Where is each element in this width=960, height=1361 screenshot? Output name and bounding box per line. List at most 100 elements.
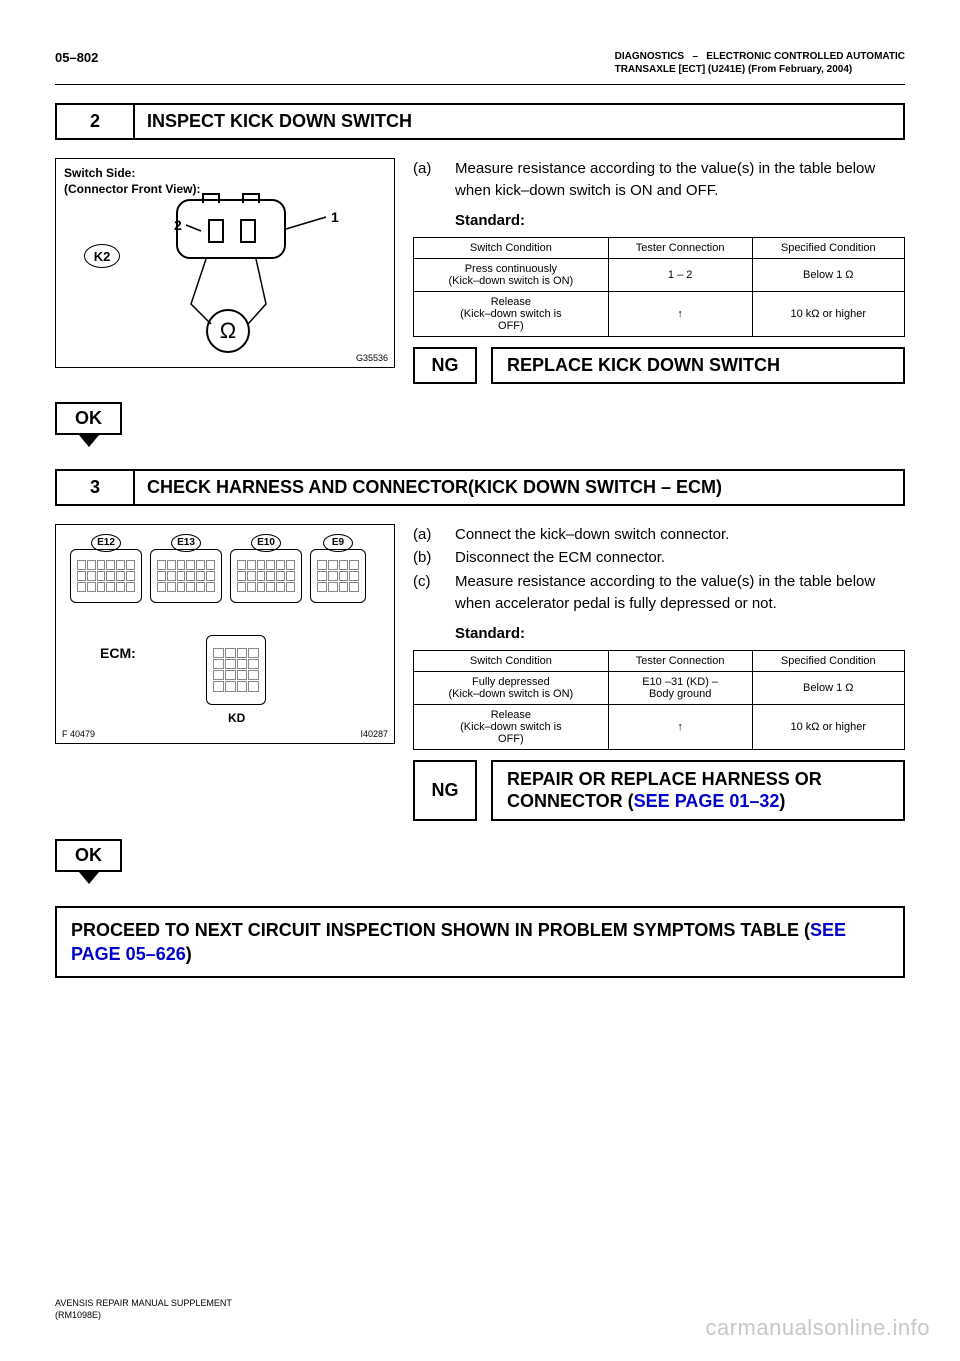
t3-h1: Switch Condition	[414, 650, 609, 671]
step-3-ng-row: NG REPAIR OR REPLACE HARNESS OR CONNECTO…	[413, 760, 905, 821]
step-3-title: CHECK HARNESS AND CONNECTOR(KICK DOWN SW…	[135, 471, 903, 504]
ng3-post: )	[779, 791, 785, 811]
t3-r1c1-l1: Fully depressed	[472, 676, 550, 688]
step-3-ok: OK	[55, 839, 905, 884]
t3-r1c2-l1: E10 –31 (KD) –	[642, 676, 718, 688]
t3-r1c1: Fully depressed (Kick–down switch is ON)	[414, 671, 609, 704]
instr3b-lbl: (b)	[413, 547, 441, 569]
proceed-post: )	[186, 944, 192, 964]
ecm-label: ECM:	[100, 645, 136, 661]
diagram-code: G35536	[356, 353, 388, 363]
page-header: 05–802 DIAGNOSTICS – ELECTRONIC CONTROLL…	[55, 50, 905, 76]
t2-r2c1-l3: OFF)	[498, 320, 524, 332]
t2-r1c2: 1 – 2	[608, 258, 752, 291]
step-2-table: Switch Condition Tester Connection Speci…	[413, 237, 905, 337]
conn-e10: E10	[230, 549, 302, 603]
footer-l2: (RM1098E)	[55, 1310, 101, 1320]
t2-r1c1-l2: (Kick–down switch is ON)	[449, 275, 574, 287]
step-3-instructions: (a) Connect the kick–down switch connecto…	[413, 524, 905, 615]
instr3b-txt: Disconnect the ECM connector.	[455, 547, 905, 569]
t3-h3: Specified Condition	[752, 650, 904, 671]
t3-r1c2-l2: Body ground	[649, 688, 711, 700]
ecm-connector-row: E12 E13 E10 E9	[70, 549, 366, 603]
instr-a-label: (a)	[413, 158, 441, 202]
e10-label: E10	[251, 534, 281, 552]
step-2-body: Switch Side: (Connector Front View): 1 2…	[55, 158, 905, 384]
down-arrow-icon	[79, 435, 99, 447]
t3-r2c1-l2: (Kick–down switch is	[460, 721, 561, 733]
t2-r1c1: Press continuously (Kick–down switch is …	[414, 258, 609, 291]
step-3-right: (a) Connect the kick–down switch connecto…	[413, 524, 905, 821]
header-section: DIAGNOSTICS	[615, 51, 684, 62]
t2-h3: Specified Condition	[752, 237, 904, 258]
ohm-icon: Ω	[206, 309, 250, 353]
step-3-body: E12 E13 E10 E9 ECM: KD F 40479 I40287 (a…	[55, 524, 905, 821]
header-right: DIAGNOSTICS – ELECTRONIC CONTROLLED AUTO…	[615, 50, 905, 76]
t2-h2: Tester Connection	[608, 237, 752, 258]
e13-label: E13	[171, 534, 201, 552]
t3-r1c3: Below 1 Ω	[752, 671, 904, 704]
instr3a-txt: Connect the kick–down switch connector.	[455, 524, 905, 546]
t2-r1c1-l1: Press continuously	[465, 263, 557, 275]
step-2-title: INSPECT KICK DOWN SWITCH	[135, 105, 903, 138]
t3-h2: Tester Connection	[608, 650, 752, 671]
conn-e13: E13	[150, 549, 222, 603]
t2-r2c3: 10 kΩ or higher	[752, 291, 904, 336]
t3-r2c1-l3: OFF)	[498, 733, 524, 745]
t3-r1c1-l2: (Kick–down switch is ON)	[449, 688, 574, 700]
ng3-link[interactable]: SEE PAGE 01–32	[634, 791, 780, 811]
t3-r2c1-l1: Release	[491, 709, 531, 721]
step-2-number: 2	[57, 105, 135, 138]
conn-e9: E9	[310, 549, 366, 603]
ok-badge: OK	[55, 402, 122, 435]
step-2-right: (a) Measure resistance according to the …	[413, 158, 905, 384]
e9-label: E9	[323, 534, 353, 552]
t2-r2c1-l1: Release	[491, 296, 531, 308]
proceed-box: PROCEED TO NEXT CIRCUIT INSPECTION SHOWN…	[55, 906, 905, 979]
header-rule	[55, 84, 905, 85]
t2-r2c1-l2: (Kick–down switch is	[460, 308, 561, 320]
proceed-pre: PROCEED TO NEXT CIRCUIT INSPECTION SHOWN…	[71, 920, 810, 940]
t3-r2c1: Release (Kick–down switch is OFF)	[414, 704, 609, 749]
ng3-action: REPAIR OR REPLACE HARNESS OR CONNECTOR (…	[491, 760, 905, 821]
page-number: 05–802	[55, 50, 98, 65]
kd-label: KD	[228, 711, 245, 725]
header-sub-l2: TRANSAXLE [ECT] (U241E) (From February, …	[615, 64, 853, 75]
ok3-badge: OK	[55, 839, 122, 872]
conn-e12: E12	[70, 549, 142, 603]
t3-r2c3: 10 kΩ or higher	[752, 704, 904, 749]
step-2-instructions: (a) Measure resistance according to the …	[413, 158, 905, 202]
instr3a-lbl: (a)	[413, 524, 441, 546]
t2-r1c3: Below 1 Ω	[752, 258, 904, 291]
standard3-label: Standard:	[455, 625, 905, 642]
e12-label: E12	[91, 534, 121, 552]
sub-connector	[206, 635, 266, 705]
header-sub-l1: ELECTRONIC CONTROLLED AUTOMATIC	[706, 51, 905, 62]
instr-a-text: Measure resistance according to the valu…	[455, 158, 905, 202]
step-3-table: Switch Condition Tester Connection Speci…	[413, 650, 905, 750]
ecm-diagram: E12 E13 E10 E9 ECM: KD F 40479 I40287	[55, 524, 395, 744]
header-dash: –	[692, 51, 698, 62]
diagram3-code-left: F 40479	[62, 729, 95, 739]
step-2-ok: OK	[55, 402, 905, 447]
ng-action: REPLACE KICK DOWN SWITCH	[491, 347, 905, 384]
down-arrow-icon-2	[79, 872, 99, 884]
t2-r2c2: ↑	[608, 291, 752, 336]
t2-r2c1: Release (Kick–down switch is OFF)	[414, 291, 609, 336]
switch-diagram: Switch Side: (Connector Front View): 1 2…	[55, 158, 395, 368]
instr3c-lbl: (c)	[413, 571, 441, 615]
ng-badge: NG	[413, 347, 477, 384]
step-3-number: 3	[57, 471, 135, 504]
diagram3-code-right: I40287	[360, 729, 388, 739]
step-2-ng-row: NG REPLACE KICK DOWN SWITCH	[413, 347, 905, 384]
t3-r2c2: ↑	[608, 704, 752, 749]
step-2-bar: 2 INSPECT KICK DOWN SWITCH	[55, 103, 905, 140]
footer-l1: AVENSIS REPAIR MANUAL SUPPLEMENT	[55, 1298, 232, 1308]
instr3c-txt: Measure resistance according to the valu…	[455, 571, 905, 615]
ng3-badge: NG	[413, 760, 477, 821]
watermark: carmanualsonline.info	[705, 1315, 930, 1341]
t2-h1: Switch Condition	[414, 237, 609, 258]
t3-r1c2: E10 –31 (KD) – Body ground	[608, 671, 752, 704]
step-3-bar: 3 CHECK HARNESS AND CONNECTOR(KICK DOWN …	[55, 469, 905, 506]
standard-label: Standard:	[455, 212, 905, 229]
